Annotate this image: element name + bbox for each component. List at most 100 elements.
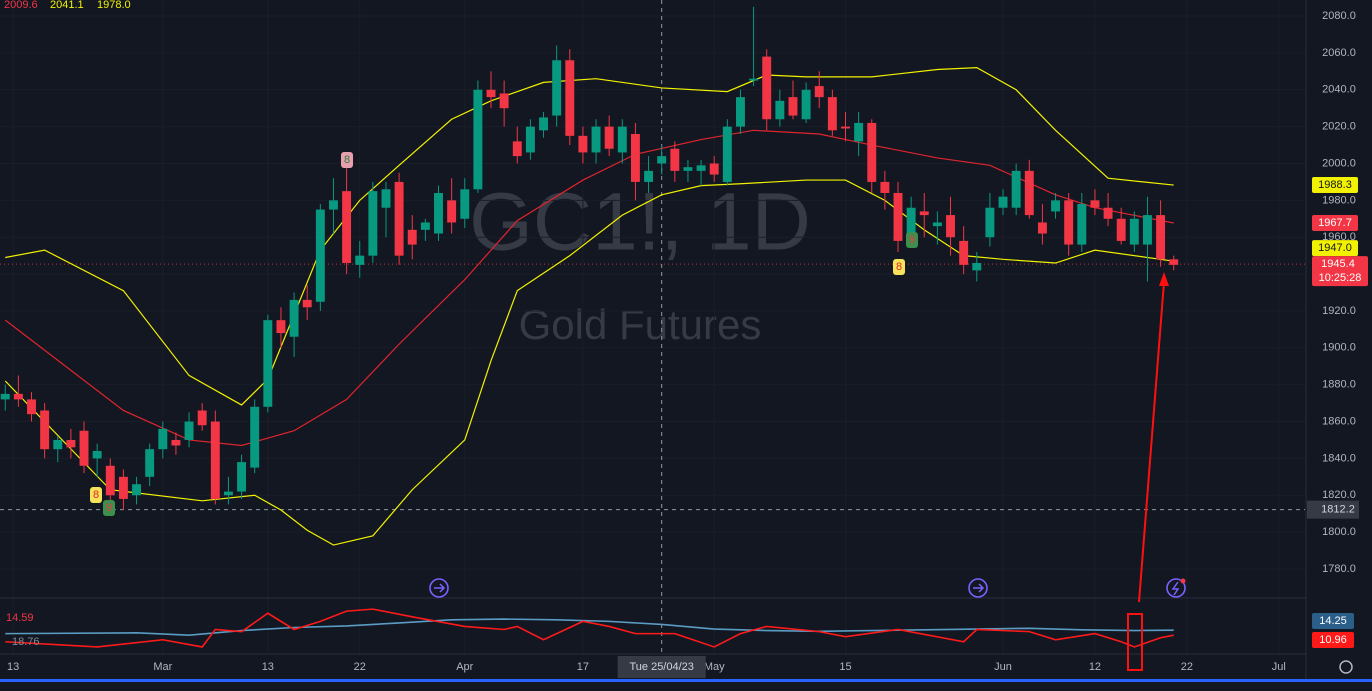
price-tag: 1967.7: [1318, 217, 1352, 229]
x-tick-label: Jun: [994, 661, 1012, 673]
annotation-arrowhead: [1159, 272, 1169, 286]
candle-body: [342, 191, 352, 264]
event-icon[interactable]: [1166, 578, 1186, 598]
y-tick-label: 1800.0: [1322, 526, 1356, 538]
settings-icon[interactable]: [1339, 660, 1353, 674]
candle-body: [788, 97, 798, 116]
candle-body: [683, 167, 693, 171]
candle-body: [381, 189, 391, 208]
y-tick-label: 1780.0: [1322, 563, 1356, 575]
marker-label: 9: [106, 502, 112, 514]
candle-body: [1090, 200, 1100, 208]
candle-body: [552, 60, 562, 116]
watermark-symbol: GC1!, 1D: [469, 177, 811, 268]
y-tick-label: 2040.0: [1322, 84, 1356, 96]
candle-body: [1156, 215, 1166, 260]
x-tick-label: Apr: [456, 661, 473, 673]
event-icon[interactable]: [429, 578, 449, 598]
indicator-line: [5, 618, 1174, 636]
candle-body: [105, 465, 115, 496]
candle-body: [1051, 200, 1061, 212]
candle-body: [92, 451, 102, 459]
x-tick-label: May: [704, 661, 725, 673]
candle-body: [841, 126, 850, 129]
candle-body: [158, 428, 168, 450]
x-tick-label: 17: [577, 661, 589, 673]
candle-body: [946, 215, 955, 238]
marker-box: [906, 232, 918, 248]
indicator-left-label: 18.76: [12, 636, 40, 648]
candle-body: [1024, 170, 1034, 216]
marker-label: 9: [909, 234, 915, 246]
x-tick-label: Jul: [1272, 661, 1286, 673]
legend-value: 2041.1: [50, 0, 84, 11]
candle-body: [276, 320, 286, 334]
watermark-name: Gold Futures: [519, 301, 762, 348]
band-line: [4, 179, 1174, 546]
bottom-strip: [0, 682, 1372, 691]
candle-body: [1169, 259, 1179, 265]
count-markers: 8 9 8 9 8: [90, 152, 918, 516]
candle-body: [525, 126, 535, 153]
legend-value: 1978.0: [97, 0, 131, 11]
last-price-box: [1312, 256, 1368, 287]
marker-box: [341, 152, 353, 168]
candle-body: [420, 222, 430, 230]
candle-body: [512, 141, 522, 157]
indicator-tag-box: [1312, 632, 1354, 648]
candle-body: [932, 222, 942, 227]
candle-body: [880, 181, 890, 193]
candle-body: [709, 163, 719, 175]
event-icons[interactable]: [429, 578, 1186, 598]
y-tick-label: 1900.0: [1322, 342, 1356, 354]
x-tick-label: 13: [262, 661, 274, 673]
last-price-countdown: 10:25:28: [1319, 272, 1362, 284]
candle-body: [565, 60, 575, 136]
candle-body: [473, 89, 483, 190]
candle-body: [827, 97, 837, 131]
candle-body: [578, 135, 588, 153]
candle-body: [735, 97, 745, 127]
candle-body: [1011, 170, 1021, 208]
indicator-line: [5, 608, 1174, 648]
candle-body: [972, 263, 982, 271]
y-tick-label: 2020.0: [1322, 121, 1356, 133]
candle-body: [40, 410, 50, 450]
candle-body: [814, 86, 824, 98]
price-tag: 1988.3: [1318, 179, 1352, 191]
candle-body: [893, 192, 903, 241]
candle-body: [854, 122, 864, 142]
candle-body: [1064, 200, 1074, 245]
candle-body: [644, 170, 654, 182]
axes: 1780.0 1800.0 1820.0 1840.0 1860.0 1880.0 1900…: [7, 10, 1368, 678]
candle-body: [394, 181, 404, 256]
candle-body: [118, 476, 128, 499]
y-tick-label: 1960.0: [1322, 231, 1356, 243]
indicator-tag: 14.25: [1319, 615, 1347, 627]
price-tag-box: [1312, 177, 1358, 194]
candles: [0, 6, 1179, 511]
candle-body: [0, 393, 10, 400]
candle-body: [670, 148, 680, 171]
candle-body: [539, 117, 548, 131]
candle-body: [447, 200, 457, 223]
candle-body: [1142, 215, 1152, 245]
candle-body: [53, 439, 63, 450]
bottom-bar: [0, 679, 1372, 682]
candle-body: [591, 126, 601, 153]
x-tick-label: 22: [1181, 661, 1193, 673]
annotation-box: [1127, 613, 1143, 671]
candle-body: [1116, 218, 1126, 241]
y-tick-label: 2060.0: [1322, 47, 1356, 59]
candle-body: [315, 209, 325, 302]
y-tick-label: 1920.0: [1322, 305, 1356, 317]
y-tick-label: 2080.0: [1322, 10, 1356, 22]
candle-body: [250, 406, 260, 468]
price-tag-box: [1312, 240, 1358, 257]
candle-body: [237, 462, 247, 492]
marker-label: 8: [93, 489, 99, 501]
price-tag-box: [1312, 215, 1358, 232]
event-icon[interactable]: [968, 578, 988, 598]
indicator-pane: 14.59 18.76: [5, 608, 1174, 648]
event-dot: [1180, 578, 1186, 584]
